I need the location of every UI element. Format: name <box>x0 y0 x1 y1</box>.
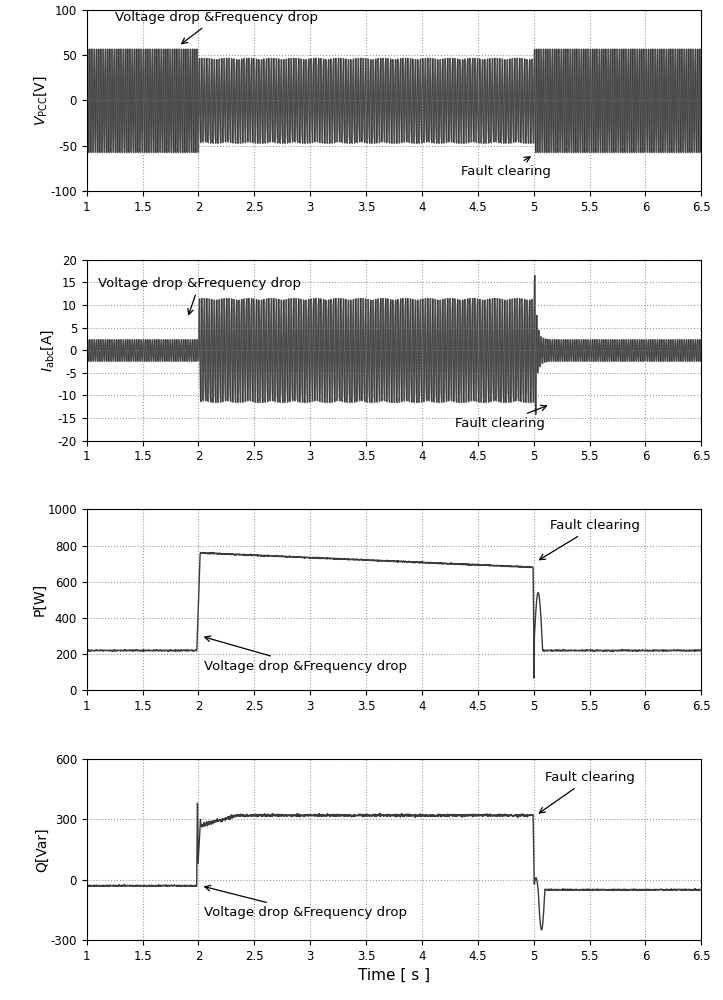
Text: Fault clearing: Fault clearing <box>539 519 641 560</box>
Text: Fault clearing: Fault clearing <box>539 771 635 813</box>
Text: Voltage drop &Frequency drop: Voltage drop &Frequency drop <box>115 11 317 44</box>
Y-axis label: $V_{\mathrm{PCC}}$[V]: $V_{\mathrm{PCC}}$[V] <box>33 75 49 126</box>
Y-axis label: $I_{\mathrm{abc}}$[A]: $I_{\mathrm{abc}}$[A] <box>40 329 56 372</box>
Text: Voltage drop &Frequency drop: Voltage drop &Frequency drop <box>204 636 407 673</box>
Y-axis label: P[W]: P[W] <box>32 583 46 616</box>
Text: Voltage drop &Frequency drop: Voltage drop &Frequency drop <box>204 885 407 919</box>
Y-axis label: Q[Var]: Q[Var] <box>35 827 49 872</box>
Text: Voltage drop &Frequency drop: Voltage drop &Frequency drop <box>98 277 301 315</box>
X-axis label: Time [ s ]: Time [ s ] <box>358 968 430 983</box>
Text: Fault clearing: Fault clearing <box>461 157 551 178</box>
Text: Fault clearing: Fault clearing <box>455 405 547 430</box>
